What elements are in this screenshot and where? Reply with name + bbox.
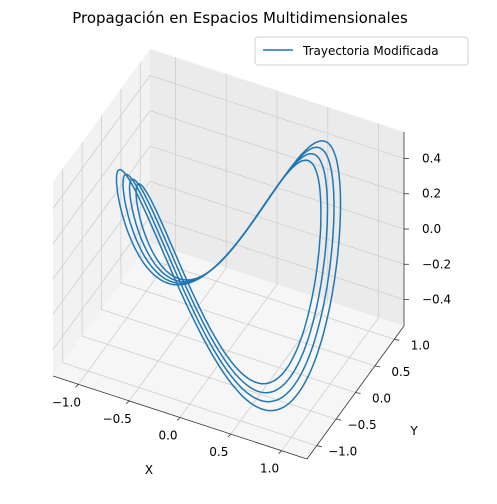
grid-z-left	[52, 181, 151, 315]
trajectory-loop	[135, 159, 322, 385]
y-tick-mark	[355, 392, 361, 394]
x-axis-label: X	[145, 463, 153, 477]
grid-y-floor	[120, 282, 376, 367]
grid-y-floor	[101, 309, 356, 393]
x-tick-mark	[278, 450, 282, 454]
grid-z-back	[149, 216, 405, 300]
y-tick-mark	[316, 445, 322, 448]
grid-y-floor	[62, 362, 317, 447]
z-tick-label: 0.0	[422, 222, 441, 236]
z-tick-label: 0.2	[422, 187, 441, 201]
y-tick-label: 1.0	[411, 338, 430, 352]
grid-z-left	[52, 216, 151, 350]
z-tick-label: −0.2	[422, 257, 451, 271]
y-tick-label: 0.5	[391, 365, 410, 379]
legend-box	[254, 36, 469, 66]
x-tick-mark	[125, 400, 130, 405]
y-tick-label: −0.5	[348, 418, 377, 432]
grid-z-left	[52, 75, 151, 209]
x-tick-mark	[227, 433, 232, 438]
y-tick-label: 0.0	[372, 392, 391, 406]
grid-z-left	[52, 110, 151, 244]
x-tick-label: 0.0	[158, 429, 177, 443]
trajectory-series	[115, 140, 342, 412]
x-tick-label: 0.5	[209, 445, 228, 459]
y-tick-mark	[374, 365, 380, 368]
z-tick-label: 0.4	[422, 151, 441, 165]
grid-y-floor	[81, 335, 337, 420]
grid-z-left	[52, 145, 151, 280]
y-tick-mark	[394, 338, 400, 341]
tick-labels: −1.0−0.50.00.51.0−1.0−0.50.00.51.0−0.4−0…	[52, 151, 451, 475]
x-tick-label: −1.0	[52, 395, 81, 409]
y-axis-label: Y	[409, 424, 418, 438]
legend-entry: Trayectoria Modificada	[302, 44, 439, 58]
x-tick-mark	[176, 417, 181, 421]
chart-title: Propagación en Espacios Multidimensional…	[72, 9, 408, 27]
axis-lines	[52, 132, 409, 460]
y-tick-mark	[336, 418, 342, 421]
grid-z-back	[149, 180, 405, 265]
trajectory-loop	[115, 140, 342, 412]
x-tick-mark	[75, 384, 79, 388]
y-tick-label: −1.0	[328, 445, 357, 459]
z-tick-label: −0.4	[422, 293, 451, 307]
grid-z-back	[149, 110, 405, 195]
trajectory-loop	[128, 153, 329, 394]
x-tick-label: 1.0	[260, 462, 279, 476]
trajectory-loop	[122, 146, 335, 403]
x-tick-label: −0.5	[103, 412, 132, 426]
grid-z-back	[149, 75, 405, 159]
legend: Trayectoria Modificada	[254, 36, 469, 66]
